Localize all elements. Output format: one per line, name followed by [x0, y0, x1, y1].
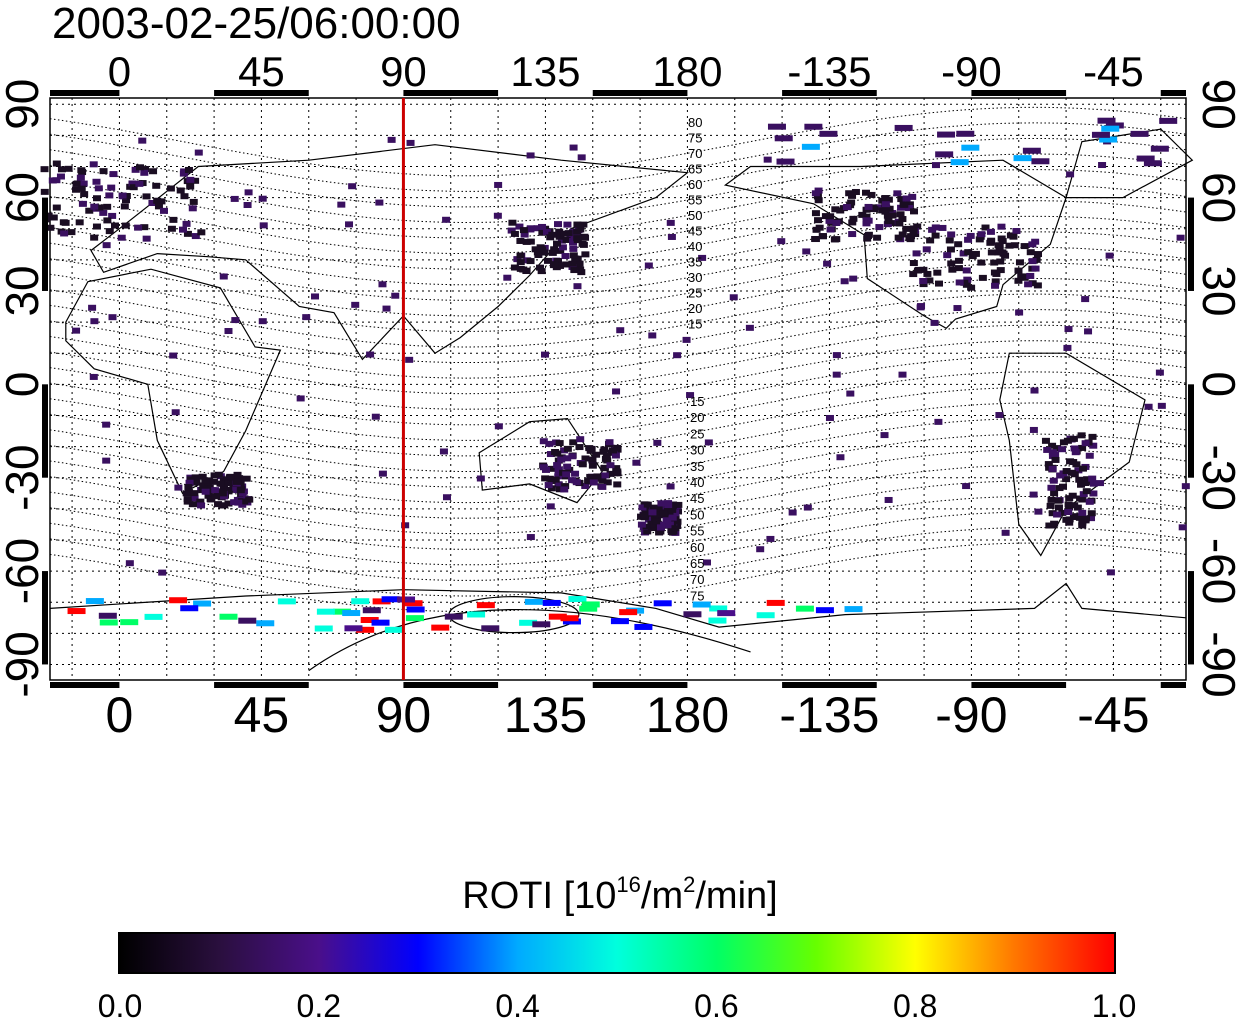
- south-pole-contour-outer: [308, 608, 751, 672]
- colorbar-title: ROTI [1016/m2/min]: [462, 872, 778, 918]
- lat-tick-label-left: 30: [0, 265, 48, 316]
- contour-label: 40: [690, 475, 704, 490]
- frame-tick-bars: [42, 90, 1194, 688]
- coastlines: [49, 128, 1194, 628]
- roti-map: 0045459090135135180180-135-135-90-90-45-…: [0, 48, 1240, 743]
- contour-label: 45: [688, 224, 702, 239]
- contour-label: 50: [688, 208, 702, 223]
- colorbar-tick-label: 0.2: [296, 988, 342, 1024]
- contour-label: 45: [690, 491, 704, 506]
- contour-label: 25: [688, 286, 702, 301]
- lat-tick-label-left: -90: [0, 631, 48, 697]
- lat-tick-label-right: 30: [1193, 265, 1240, 316]
- lat-tick-label-right: 90: [1193, 79, 1240, 130]
- colorbar-tick-label: 0.8: [892, 988, 938, 1024]
- lon-tick-label-top: 45: [238, 48, 285, 95]
- contour-label: 75: [688, 131, 702, 146]
- contour-label: 80: [688, 115, 702, 130]
- colorbar: [118, 932, 1116, 974]
- contour-label: 55: [688, 193, 702, 208]
- lon-tick-label-top: 0: [108, 48, 131, 95]
- lat-tick-label-left: 60: [0, 172, 48, 223]
- contour-label: 70: [690, 572, 704, 587]
- contour-label: 15: [688, 317, 702, 332]
- contour-label: 30: [688, 270, 702, 285]
- contour-label: 70: [688, 146, 702, 161]
- lon-tick-label-top: -90: [941, 48, 1002, 95]
- contour-label: 65: [688, 162, 702, 177]
- timestamp-title: 2003-02-25/06:00:00: [52, 0, 461, 48]
- contour-label: 30: [690, 443, 704, 458]
- lat-tick-label-right: 0: [1193, 372, 1240, 398]
- contour-label: 35: [688, 255, 702, 270]
- lon-tick-label-top: 135: [510, 48, 580, 95]
- lon-tick-label-top: -45: [1083, 48, 1144, 95]
- lat-tick-label-right: -90: [1193, 631, 1240, 697]
- lon-tick-label-bottom: 90: [376, 687, 432, 743]
- contour-label: 65: [690, 556, 704, 571]
- colorbar-tick-label: 0.0: [97, 988, 143, 1024]
- lon-tick-label-bottom: 180: [646, 687, 729, 743]
- contour-label: 55: [690, 524, 704, 539]
- lat-tick-label-right: -60: [1193, 538, 1240, 604]
- lat-tick-label-left: 0: [0, 372, 48, 398]
- contour-label: 25: [690, 426, 704, 441]
- colorbar-tick-label: 0.6: [694, 988, 739, 1024]
- colorbar-tick-label: 1.0: [1091, 988, 1137, 1024]
- lon-tick-label-bottom: 45: [234, 687, 290, 743]
- lat-tick-label-left: -60: [0, 538, 48, 604]
- contour-label: 40: [688, 239, 702, 254]
- lon-tick-label-bottom: -45: [1077, 687, 1149, 743]
- lon-tick-label-top: -135: [787, 48, 871, 95]
- contour-label: 60: [690, 540, 704, 555]
- contour-label: 75: [690, 588, 704, 603]
- contour-label: 20: [690, 410, 704, 425]
- lat-tick-label-left: -30: [0, 444, 48, 510]
- lon-tick-label-bottom: -90: [935, 687, 1007, 743]
- lon-tick-label-top: 90: [380, 48, 427, 95]
- contour-label: 50: [690, 507, 704, 522]
- lon-tick-label-top: 180: [652, 48, 722, 95]
- lon-tick-label-bottom: -135: [779, 687, 879, 743]
- lon-tick-label-bottom: 0: [106, 687, 134, 743]
- contour-label: 35: [690, 459, 704, 474]
- contour-label: 20: [688, 301, 702, 316]
- roti-cells: [40, 117, 1190, 633]
- lon-tick-label-bottom: 135: [504, 687, 587, 743]
- lat-tick-label-left: 90: [0, 79, 48, 130]
- colorbar-tick-label: 0.4: [495, 988, 540, 1024]
- contour-label: 15: [690, 394, 704, 409]
- lat-tick-label-right: -30: [1193, 444, 1240, 510]
- contour-label: 60: [688, 177, 702, 192]
- lat-tick-label-right: 60: [1193, 172, 1240, 223]
- contour-labels: 8075706560555045403530252015152025303540…: [688, 115, 704, 603]
